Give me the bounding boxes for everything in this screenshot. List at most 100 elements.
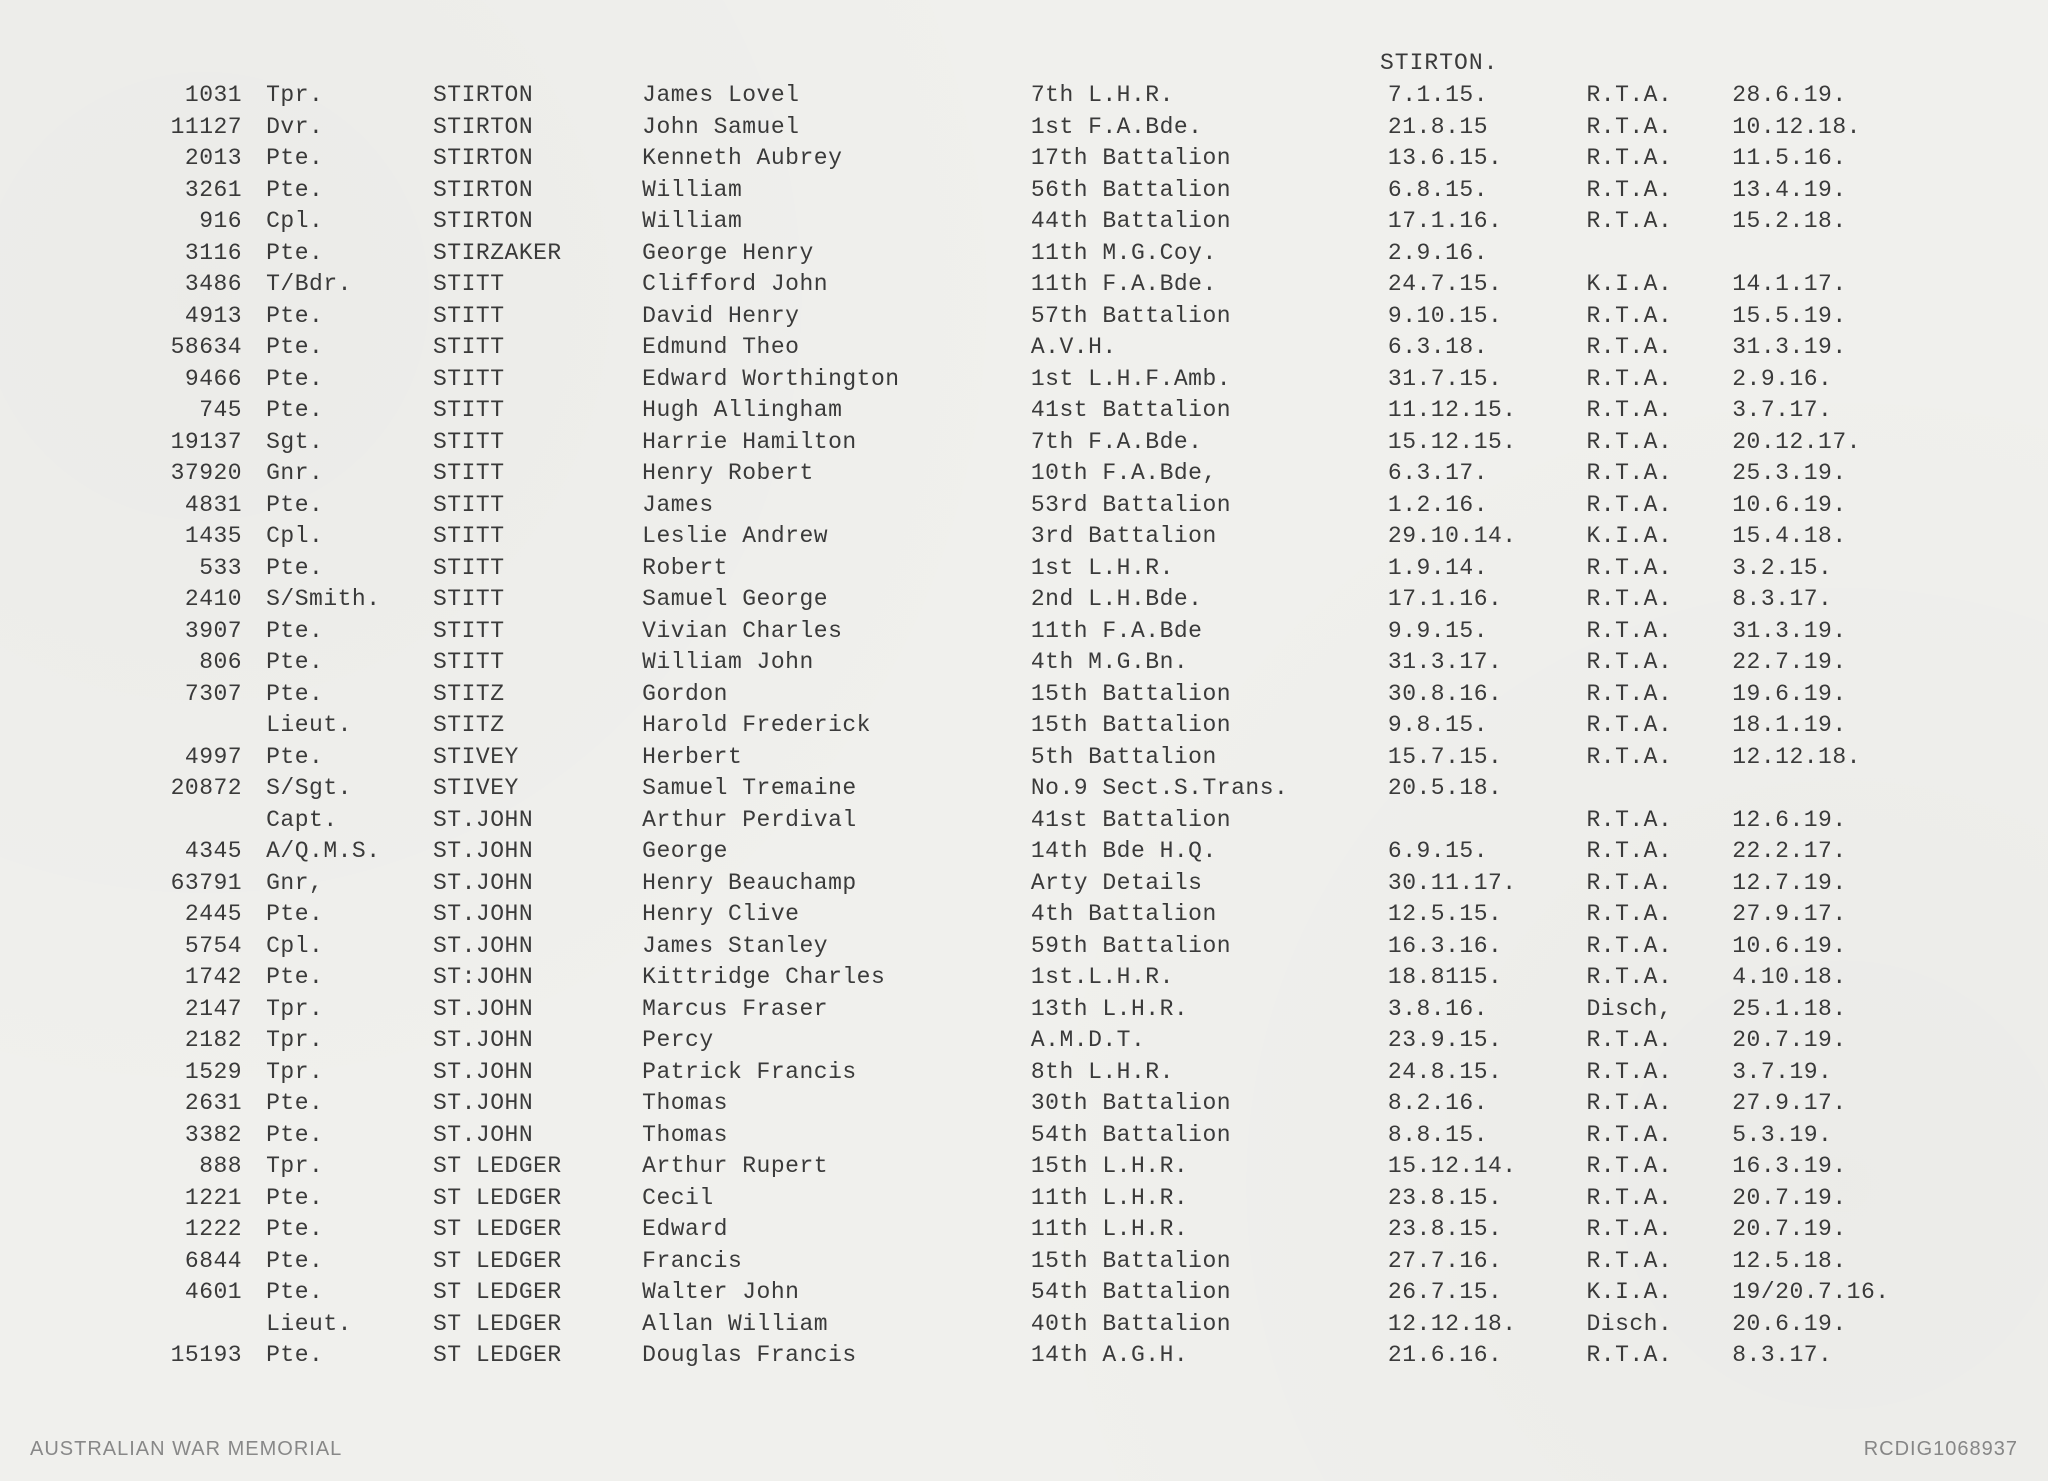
unit: No.9 Sect.S.Trans. <box>1027 773 1384 805</box>
date-end: 12.6.19. <box>1728 805 1948 837</box>
given-names: Patrick Francis <box>638 1057 1027 1089</box>
result: R.T.A. <box>1582 1057 1728 1089</box>
result: R.T.A. <box>1582 332 1728 364</box>
service-number: 888 <box>110 1151 262 1183</box>
date-enlist: 1.9.14. <box>1384 553 1583 585</box>
date-enlist: 12.12.18. <box>1384 1309 1583 1341</box>
surname: STITT <box>429 301 638 333</box>
service-number: 1221 <box>110 1183 262 1215</box>
unit: 5th Battalion <box>1027 742 1384 774</box>
table-row: 3116Pte.STIRZAKERGeorge Henry11th M.G.Co… <box>110 238 1948 270</box>
date-end: 20.7.19. <box>1728 1183 1948 1215</box>
surname: STIRTON <box>429 143 638 175</box>
unit: 14th Bde H.Q. <box>1027 836 1384 868</box>
date-enlist: 29.10.14. <box>1384 521 1583 553</box>
date-enlist: 3.8.16. <box>1384 994 1583 1026</box>
given-names: Percy <box>638 1025 1027 1057</box>
date-enlist: 12.5.15. <box>1384 899 1583 931</box>
date-enlist: 20.5.18. <box>1384 773 1583 805</box>
service-number: 1031 <box>110 80 262 112</box>
unit: 7th F.A.Bde. <box>1027 427 1384 459</box>
date-enlist: 6.3.17. <box>1384 458 1583 490</box>
rank: Pte. <box>262 1214 429 1246</box>
date-enlist: 23.9.15. <box>1384 1025 1583 1057</box>
surname: STITZ <box>429 679 638 711</box>
date-end: 25.3.19. <box>1728 458 1948 490</box>
rank: Gnr. <box>262 458 429 490</box>
table-row: 1031Tpr.STIRTONJames Lovel7th L.H.R.7.1.… <box>110 80 1948 112</box>
given-names: Edward <box>638 1214 1027 1246</box>
rank: Pte. <box>262 1120 429 1152</box>
table-row: 5754Cpl.ST.JOHNJames Stanley59th Battali… <box>110 931 1948 963</box>
given-names: Marcus Fraser <box>638 994 1027 1026</box>
unit: A.M.D.T. <box>1027 1025 1384 1057</box>
table-row: 11127Dvr.STIRTONJohn Samuel1st F.A.Bde.2… <box>110 112 1948 144</box>
surname: STITT <box>429 395 638 427</box>
unit: 54th Battalion <box>1027 1120 1384 1152</box>
date-enlist: 8.8.15. <box>1384 1120 1583 1152</box>
service-number: 2445 <box>110 899 262 931</box>
date-end: 8.3.17. <box>1728 584 1948 616</box>
unit: 4th M.G.Bn. <box>1027 647 1384 679</box>
result: R.T.A. <box>1582 301 1728 333</box>
service-number: 916 <box>110 206 262 238</box>
surname: ST.JOHN <box>429 994 638 1026</box>
result: R.T.A. <box>1582 112 1728 144</box>
date-end: 12.5.18. <box>1728 1246 1948 1278</box>
given-names: William <box>638 206 1027 238</box>
date-enlist: 9.9.15. <box>1384 616 1583 648</box>
service-number: 19137 <box>110 427 262 459</box>
given-names: Walter John <box>638 1277 1027 1309</box>
unit: 10th F.A.Bde, <box>1027 458 1384 490</box>
date-end: 13.4.19. <box>1728 175 1948 207</box>
service-number: 15193 <box>110 1340 262 1372</box>
date-end: 20.7.19. <box>1728 1025 1948 1057</box>
date-enlist: 31.7.15. <box>1384 364 1583 396</box>
date-end: 3.7.17. <box>1728 395 1948 427</box>
surname: ST LEDGER <box>429 1183 638 1215</box>
given-names: Herbert <box>638 742 1027 774</box>
rank: A/Q.M.S. <box>262 836 429 868</box>
unit: 15th Battalion <box>1027 679 1384 711</box>
rank: Pte. <box>262 899 429 931</box>
date-end <box>1728 773 1948 805</box>
service-number: 3382 <box>110 1120 262 1152</box>
rank: Cpl. <box>262 206 429 238</box>
surname: ST.JOHN <box>429 1088 638 1120</box>
result: R.T.A. <box>1582 458 1728 490</box>
service-number: 2410 <box>110 584 262 616</box>
given-names: Douglas Francis <box>638 1340 1027 1372</box>
surname: ST LEDGER <box>429 1246 638 1278</box>
result <box>1582 238 1728 270</box>
result: R.T.A. <box>1582 931 1728 963</box>
date-end: 14.1.17. <box>1728 269 1948 301</box>
service-number: 3907 <box>110 616 262 648</box>
unit: 59th Battalion <box>1027 931 1384 963</box>
date-enlist: 6.3.18. <box>1384 332 1583 364</box>
date-enlist: 17.1.16. <box>1384 584 1583 616</box>
service-number: 533 <box>110 553 262 585</box>
service-number: 1529 <box>110 1057 262 1089</box>
date-end: 22.7.19. <box>1728 647 1948 679</box>
result: R.T.A. <box>1582 836 1728 868</box>
service-number: 3486 <box>110 269 262 301</box>
date-end: 15.2.18. <box>1728 206 1948 238</box>
surname: STIVEY <box>429 742 638 774</box>
rank: Pte. <box>262 143 429 175</box>
service-number: 6844 <box>110 1246 262 1278</box>
result: R.T.A. <box>1582 1025 1728 1057</box>
unit: 4th Battalion <box>1027 899 1384 931</box>
surname: ST.JOHN <box>429 805 638 837</box>
surname: STIVEY <box>429 773 638 805</box>
table-row: 2013Pte.STIRTONKenneth Aubrey17th Battal… <box>110 143 1948 175</box>
date-enlist: 11.12.15. <box>1384 395 1583 427</box>
given-names: Robert <box>638 553 1027 585</box>
date-enlist: 9.8.15. <box>1384 710 1583 742</box>
service-number: 4997 <box>110 742 262 774</box>
table-row: 1435Cpl.STITTLeslie Andrew3rd Battalion2… <box>110 521 1948 553</box>
unit: 8th L.H.R. <box>1027 1057 1384 1089</box>
table-row: 3261Pte.STIRTONWilliam56th Battalion6.8.… <box>110 175 1948 207</box>
table-row: 2631Pte.ST.JOHNThomas30th Battalion8.2.1… <box>110 1088 1948 1120</box>
result: R.T.A. <box>1582 395 1728 427</box>
table-row: 1222Pte.ST LEDGEREdward11th L.H.R.23.8.1… <box>110 1214 1948 1246</box>
